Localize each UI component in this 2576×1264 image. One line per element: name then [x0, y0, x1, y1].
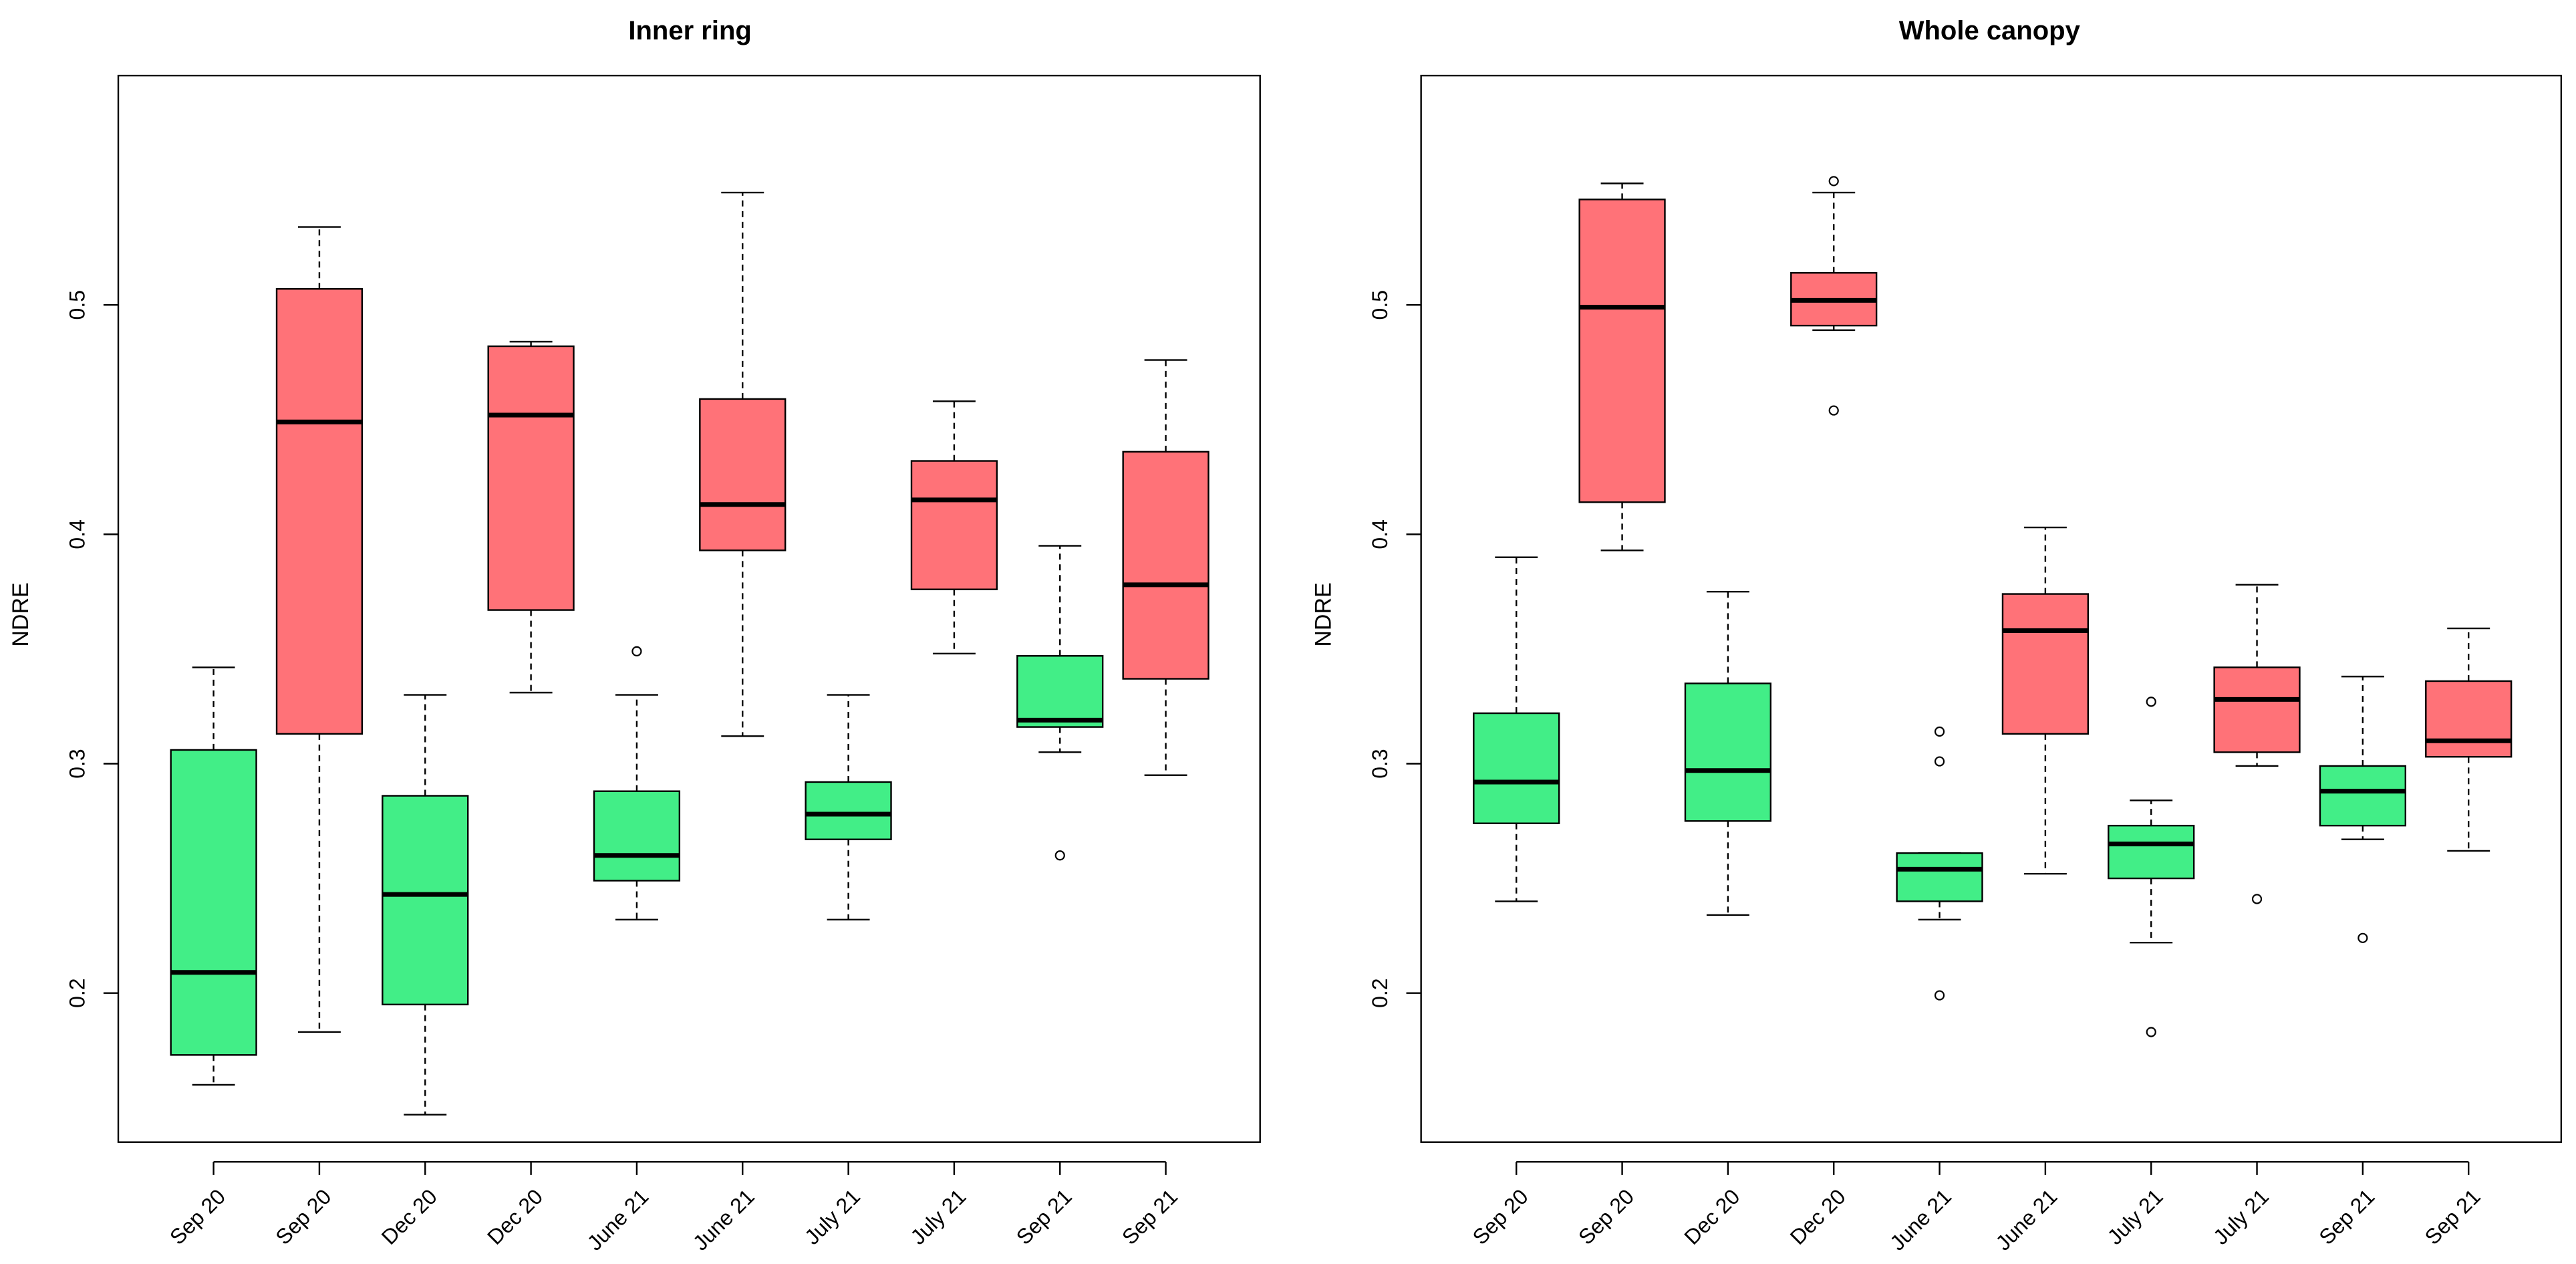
x-tick-label: Dec 20	[482, 1184, 547, 1249]
iqr-box	[2319, 765, 2407, 827]
box-10: Sep 21	[1117, 359, 1209, 1249]
outlier-point	[2146, 1027, 2156, 1037]
iqr-box	[1016, 655, 1104, 728]
outlier-point	[2357, 932, 2368, 943]
y-axis-label: NDRE	[8, 582, 33, 646]
box-3: Dec 20	[377, 694, 469, 1249]
outlier-point	[1828, 176, 1839, 186]
iqr-box	[1684, 682, 1772, 822]
box-10: Sep 21	[2420, 627, 2513, 1249]
x-tick-label: Sep 21	[1117, 1184, 1182, 1249]
x-tick-label: Sep 20	[165, 1184, 230, 1249]
x-tick-label: June 21	[688, 1184, 759, 1255]
box-4: Dec 20	[482, 340, 575, 1249]
y-tick-label: 0.3	[65, 749, 89, 778]
iqr-box	[1578, 199, 1666, 503]
box-5: June 21	[583, 646, 681, 1255]
iqr-box	[382, 795, 469, 1006]
x-tick-label: Sep 21	[2314, 1184, 2379, 1249]
x-tick-label: Sep 21	[1012, 1184, 1077, 1249]
box-6: June 21	[1991, 526, 2090, 1255]
outlier-point	[2251, 894, 2263, 904]
plot-frame	[117, 74, 1261, 1143]
iqr-box	[805, 781, 892, 840]
x-tick-label: June 21	[1991, 1184, 2062, 1255]
box-3: Dec 20	[1679, 590, 1772, 1249]
box-7: July 21	[800, 694, 892, 1249]
box-6: June 21	[688, 191, 786, 1255]
x-tick-label: Sep 20	[1468, 1184, 1533, 1249]
box-9: Sep 21	[1012, 545, 1104, 1249]
box-7: July 21	[2103, 697, 2195, 1249]
x-tick-label: July 21	[905, 1184, 970, 1249]
iqr-box	[593, 790, 681, 882]
iqr-box	[2425, 680, 2513, 758]
box-4: Dec 20	[1785, 176, 1878, 1249]
x-tick-label: June 21	[583, 1184, 654, 1255]
iqr-box	[2001, 593, 2090, 735]
outlier-point	[631, 646, 642, 656]
iqr-box	[275, 288, 364, 735]
iqr-box	[1473, 712, 1560, 824]
iqr-box	[2108, 824, 2195, 880]
box-5: June 21	[1885, 726, 1983, 1255]
outlier-point	[1934, 726, 1945, 737]
iqr-box	[1896, 852, 1983, 902]
x-tick-label: July 21	[800, 1184, 865, 1249]
y-tick-label: 0.4	[65, 519, 89, 549]
x-tick-label: Dec 20	[1785, 1184, 1850, 1249]
outlier-point	[1934, 990, 1945, 1001]
plot-frame	[1420, 74, 2563, 1143]
box-8: July 21	[2208, 584, 2301, 1249]
y-tick-label: 0.2	[65, 978, 89, 1007]
box-2: Sep 20	[271, 226, 364, 1249]
y-tick-label: 0.4	[1368, 519, 1392, 549]
boxplot-panel-1: Inner ring NDRE 0.2 0.3 0.4 0.5 Sep 20 Sep 20 De…	[8, 16, 1261, 1255]
iqr-box	[1122, 451, 1209, 680]
outlier-point	[1934, 756, 1945, 767]
y-tick-label: 0.2	[1368, 978, 1392, 1007]
y-tick-label: 0.3	[1368, 749, 1392, 778]
panel-title: Inner ring	[628, 16, 751, 45]
panel-title: Whole canopy	[1899, 16, 2081, 45]
iqr-box	[699, 398, 786, 551]
box-2: Sep 20	[1574, 182, 1666, 1249]
boxplot-panel-2: Whole canopy NDRE 0.2 0.3 0.4 0.5 Sep 20 Sep 20…	[1310, 16, 2563, 1255]
outlier-point	[1828, 405, 1839, 416]
y-axis-label: NDRE	[1310, 582, 1336, 646]
y-tick-label: 0.5	[1368, 290, 1392, 320]
x-tick-label: July 21	[2208, 1184, 2273, 1249]
iqr-box	[170, 749, 257, 1056]
x-tick-label: Dec 20	[1679, 1184, 1744, 1249]
box-9: Sep 21	[2314, 675, 2407, 1249]
x-tick-label: July 21	[2103, 1184, 2168, 1249]
x-tick-label: Sep 21	[2420, 1184, 2485, 1249]
x-tick-label: Dec 20	[377, 1184, 442, 1249]
iqr-box	[2213, 666, 2301, 753]
y-tick-label: 0.5	[65, 290, 89, 320]
box-8: July 21	[905, 400, 998, 1249]
iqr-box	[487, 345, 575, 611]
x-tick-label: Sep 20	[1574, 1184, 1638, 1249]
box-1: Sep 20	[1468, 556, 1560, 1249]
outlier-point	[2146, 697, 2156, 707]
outlier-point	[1054, 850, 1065, 861]
iqr-box	[910, 460, 998, 590]
x-tick-label: Sep 20	[271, 1184, 335, 1249]
x-tick-label: June 21	[1885, 1184, 1956, 1255]
